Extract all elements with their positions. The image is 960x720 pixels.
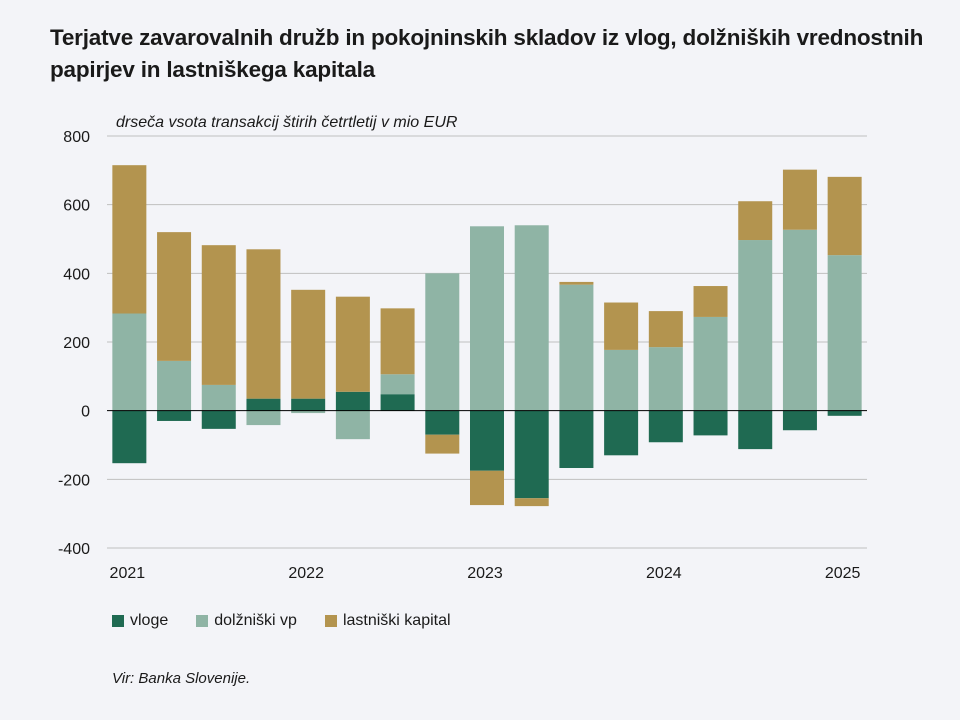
bar-dolzniski-vp xyxy=(470,226,504,411)
y-tick-label: -400 xyxy=(58,541,90,558)
bar-vloge xyxy=(648,410,683,443)
legend-swatch-dolzniski-vp xyxy=(196,615,209,627)
bar-vloge xyxy=(291,398,326,411)
legend-label-lastniski-kapital: lastniški kapital xyxy=(342,612,451,629)
legend-item-dolzniski-vp: dolžniški vp xyxy=(196,612,297,630)
bar-lastniski-kapital xyxy=(291,289,326,399)
legend-swatch-vloge xyxy=(112,615,124,627)
legend-swatch-lastniski-kapital xyxy=(324,615,337,627)
legend-item-lastniski-kapital: lastniški kapital xyxy=(324,612,451,630)
legend-item-vloge: vloge xyxy=(112,612,168,630)
bar-vloge xyxy=(470,410,504,471)
y-tick-label: 0 xyxy=(81,404,90,421)
bar-lastniski-kapital xyxy=(693,286,728,317)
y-tick-label: 600 xyxy=(63,198,90,215)
chart-subtitle: drseča vsota transakcij štirih četrtleti… xyxy=(116,114,458,131)
bar-lastniski-kapital xyxy=(738,201,773,241)
bar-vloge xyxy=(425,410,460,435)
bar-vloge xyxy=(380,394,415,411)
bar-vloge xyxy=(335,391,370,411)
y-axis-ticks: 800 600 400 200 0 -200 -400 xyxy=(58,129,90,558)
y-tick-label: 800 xyxy=(63,129,90,146)
legend: vloge dolžniški vp lastniški kapital xyxy=(112,612,479,630)
bar-dolzniski-vp xyxy=(291,410,326,414)
bar-dolzniski-vp xyxy=(425,273,460,411)
bar-dolzniski-vp xyxy=(201,384,236,411)
bar-dolzniski-vp xyxy=(604,349,639,411)
bar-lastniski-kapital xyxy=(514,498,549,507)
bar-dolzniski-vp xyxy=(559,284,594,411)
chart-title: Terjatve zavarovalnih družb in pokojnins… xyxy=(50,25,924,82)
source-note: Vir: Banka Slovenije. xyxy=(112,670,251,687)
bar-vloge xyxy=(693,410,728,436)
bar-lastniski-kapital xyxy=(157,232,192,361)
bar-lastniski-kapital xyxy=(470,470,504,506)
bar-lastniski-kapital xyxy=(112,165,147,314)
bar-vloge xyxy=(201,410,236,429)
bar-dolzniski-vp xyxy=(782,229,817,411)
x-tick-label: 2024 xyxy=(646,565,682,582)
bar-vloge xyxy=(112,410,147,464)
bar-lastniski-kapital xyxy=(380,308,415,375)
bar-lastniski-kapital xyxy=(604,302,639,350)
bar-vloge xyxy=(782,410,817,431)
bar-lastniski-kapital xyxy=(648,311,683,348)
bar-vloge xyxy=(738,410,773,450)
bar-dolzniski-vp xyxy=(827,255,862,411)
bar-lastniski-kapital xyxy=(559,281,594,285)
bar-lastniski-kapital xyxy=(201,245,236,385)
legend-label-vloge: vloge xyxy=(130,612,169,629)
bar-vloge xyxy=(827,410,862,416)
bar-dolzniski-vp xyxy=(738,240,773,411)
bar-dolzniski-vp xyxy=(335,410,370,440)
bar-dolzniski-vp xyxy=(514,225,549,411)
bar-vloge xyxy=(559,410,594,469)
x-axis-ticks: 2021 2022 2023 2024 2025 xyxy=(110,565,861,582)
bar-vloge xyxy=(604,410,639,456)
bar-dolzniski-vp xyxy=(246,410,281,426)
bar-dolzniski-vp xyxy=(157,360,192,411)
bar-lastniski-kapital xyxy=(425,434,460,454)
bar-lastniski-kapital xyxy=(827,176,862,256)
bar-lastniski-kapital xyxy=(246,249,281,399)
bar-vloge xyxy=(157,410,192,421)
bar-dolzniski-vp xyxy=(648,347,683,411)
y-tick-label: 200 xyxy=(63,335,90,352)
bar-dolzniski-vp xyxy=(693,316,728,411)
bar-dolzniski-vp xyxy=(380,374,415,395)
x-tick-label: 2023 xyxy=(467,565,503,582)
legend-label-dolzniski-vp: dolžniški vp xyxy=(214,612,297,629)
bars xyxy=(112,165,862,507)
bar-lastniski-kapital xyxy=(782,169,817,230)
x-tick-label: 2022 xyxy=(288,565,324,582)
x-tick-label: 2025 xyxy=(825,565,861,582)
bar-dolzniski-vp xyxy=(112,313,147,411)
bar-vloge xyxy=(514,410,549,499)
bar-lastniski-kapital xyxy=(335,296,370,392)
bar-vloge xyxy=(246,398,281,411)
x-tick-label: 2021 xyxy=(110,565,146,582)
y-tick-label: -200 xyxy=(58,472,90,489)
y-tick-label: 400 xyxy=(63,266,90,283)
